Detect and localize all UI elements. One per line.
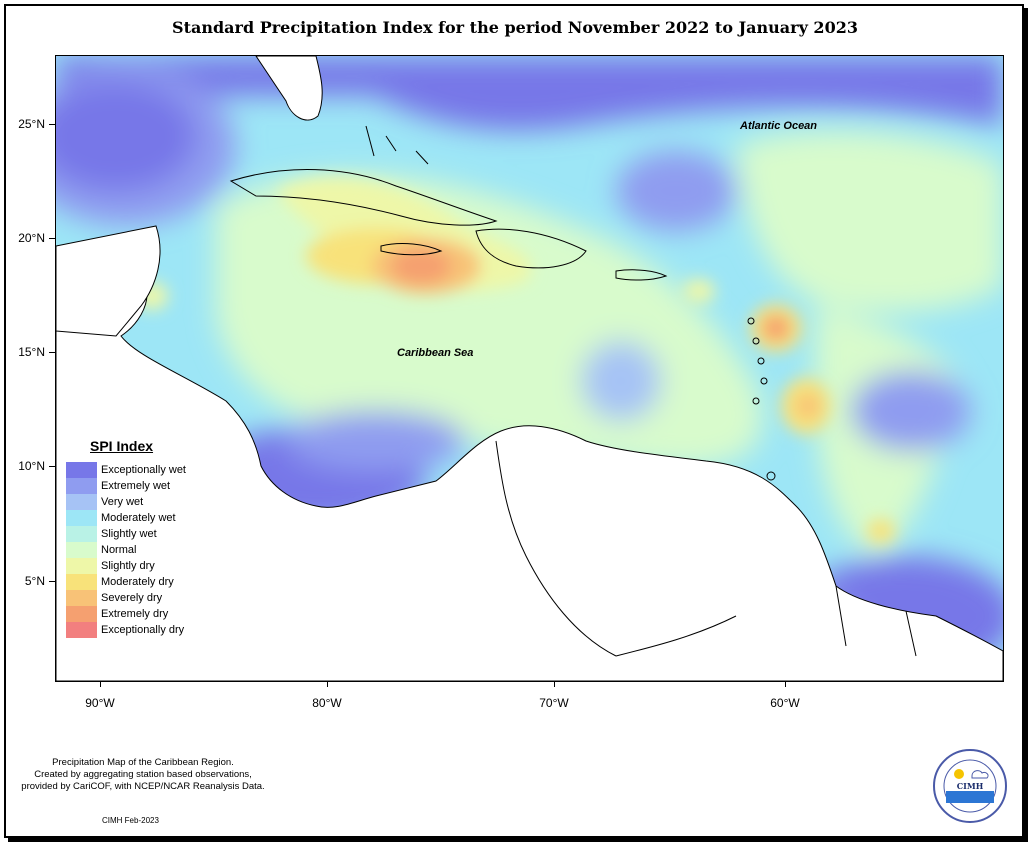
y-tick-label: 20°N: [18, 231, 45, 245]
legend-label: Moderately wet: [101, 512, 176, 524]
legend-item: Exceptionally wet: [66, 462, 206, 478]
legend-item: Very wet: [66, 494, 206, 510]
map-title: Standard Precipitation Index for the per…: [172, 18, 858, 37]
y-tickmark: [49, 352, 55, 353]
legend-label: Severely dry: [101, 592, 163, 604]
legend-item: Exceptionally dry: [66, 622, 206, 638]
spi-field: [56, 56, 1003, 681]
x-tick-label: 80°W: [312, 696, 342, 710]
legend-swatch: [66, 542, 97, 558]
legend-label: Slightly wet: [101, 528, 157, 540]
legend-swatch: [66, 590, 97, 606]
legend-swatch: [66, 606, 97, 622]
x-tick-label: 60°W: [770, 696, 800, 710]
x-tickmark: [327, 681, 328, 687]
legend-label: Extremely wet: [101, 480, 171, 492]
atlantic-ocean-label: Atlantic Ocean: [740, 120, 818, 132]
legend-swatch: [66, 494, 97, 510]
logo-text: CIMH: [957, 781, 984, 791]
cimh-logo: CIMH: [932, 748, 1008, 824]
legend-label: Moderately dry: [101, 576, 174, 588]
y-tick-label: 5°N: [24, 574, 45, 588]
legend-label: Exceptionally dry: [101, 624, 185, 636]
caribbean-sea-label: Caribbean Sea: [397, 347, 474, 359]
legend-swatch: [66, 526, 97, 542]
legend-swatch: [66, 462, 97, 478]
credit-line: Precipitation Map of the Caribbean Regio…: [52, 757, 234, 768]
legend-swatch: [66, 622, 97, 638]
legend-item: Extremely wet: [66, 478, 206, 494]
legend-item: Severely dry: [66, 590, 206, 606]
y-tick-label: 15°N: [18, 345, 45, 359]
y-tick-label: 10°N: [18, 459, 45, 473]
legend-title: SPI Index: [90, 438, 154, 454]
y-tickmark: [49, 124, 55, 125]
spi-map: [55, 55, 1004, 682]
map-credit: Precipitation Map of the Caribbean Regio…: [8, 757, 278, 793]
x-tick-label: 90°W: [85, 696, 115, 710]
legend-label: Slightly dry: [101, 560, 155, 572]
date-note: CIMH Feb-2023: [102, 816, 159, 825]
legend-swatch: [66, 510, 97, 526]
x-tickmark: [554, 681, 555, 687]
y-tickmark: [49, 581, 55, 582]
legend-item: Normal: [66, 542, 206, 558]
legend-item: Moderately dry: [66, 574, 206, 590]
legend-label: Normal: [101, 544, 137, 556]
credit-line: provided by CariCOF, with NCEP/NCAR Rean…: [21, 781, 265, 792]
legend-swatch: [66, 478, 97, 494]
x-tickmark: [785, 681, 786, 687]
y-tick-label: 25°N: [18, 117, 45, 131]
legend-item: Slightly wet: [66, 526, 206, 542]
legend-swatch: [66, 574, 97, 590]
legend-label: Very wet: [101, 496, 144, 508]
credit-line: Created by aggregating station based obs…: [34, 769, 252, 780]
x-tickmark: [100, 681, 101, 687]
legend-item: Extremely dry: [66, 606, 206, 622]
spi-legend: SPI Index Exceptionally wet Extremely wet…: [66, 438, 206, 638]
legend-label: Exceptionally wet: [101, 464, 186, 476]
legend-swatch: [66, 558, 97, 574]
y-tickmark: [49, 466, 55, 467]
legend-item: Slightly dry: [66, 558, 206, 574]
x-tick-label: 70°W: [539, 696, 569, 710]
legend-label: Extremely dry: [101, 608, 169, 620]
y-tickmark: [49, 238, 55, 239]
legend-item: Moderately wet: [66, 510, 206, 526]
